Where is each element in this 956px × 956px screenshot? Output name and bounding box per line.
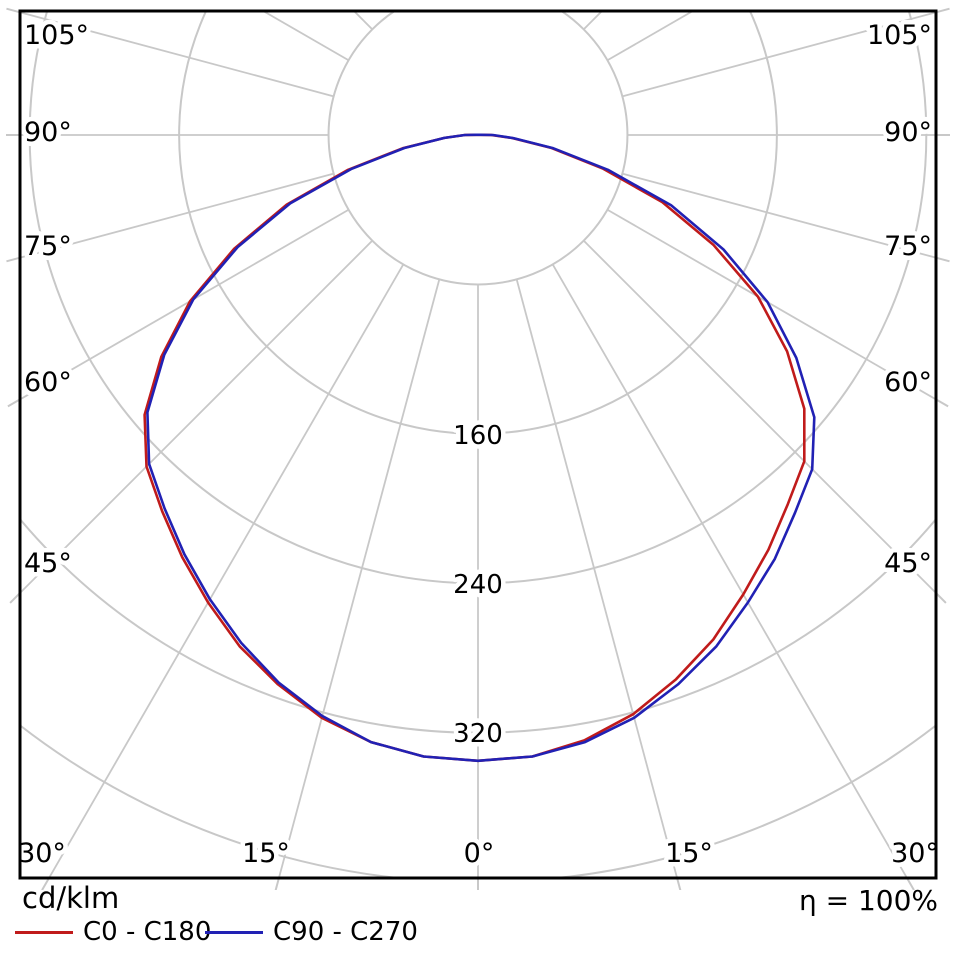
grid-ray-15 (515, 279, 679, 878)
ring-label-320: 320 (453, 719, 503, 749)
grid-ray--150 (0, 0, 403, 6)
efficiency-label: η = 100% (798, 884, 938, 917)
border-tick--60 (7, 398, 21, 408)
polar-grid (0, 0, 956, 878)
grid-ray--45 (20, 240, 373, 595)
grid-ray-30 (551, 263, 909, 878)
grid-ray--30 (47, 263, 405, 878)
grid-ray-75 (622, 172, 936, 259)
border-tick--30 (41, 877, 50, 891)
ring-label-240: 240 (453, 570, 503, 600)
border-tick-60 (935, 398, 949, 408)
grid-ray--75 (20, 172, 334, 259)
angle-label-right-60°: 60° (884, 367, 932, 398)
legend-label-c90-c270: C90 - C270 (273, 917, 418, 947)
polar-plot-area: 105° 90° 75° 60° 45° 105° 90° 75° 60° 45° 30° 15° 0°… (0, 0, 956, 892)
polar-chart-svg: 105° 90° 75° 60° 45° 105° 90° 75° 60° 45° 30° 15° 0°… (0, 0, 956, 892)
c90-c270-line-swatch (205, 930, 263, 934)
grid-ray-45 (583, 240, 936, 595)
angle-label-left-60°: 60° (24, 367, 72, 398)
grid-ray--105 (20, 11, 334, 98)
grid-ray--60 (20, 208, 350, 401)
angle-label-right-90°: 90° (884, 117, 932, 148)
curve-c90-c270 (146, 133, 816, 763)
plot-border (18, 9, 938, 880)
angle-label-right-105°: 105° (867, 20, 932, 51)
unit-label: cd/klm (22, 881, 120, 915)
legend: C0 - C180 C90 - C270 (0, 918, 956, 950)
border-tick--75 (6, 256, 21, 263)
border-tick-105 (935, 7, 950, 14)
angle-label-left-45°: 45° (24, 548, 72, 579)
angle-label-left-105°: 105° (24, 20, 89, 51)
grid-ray-105 (622, 11, 936, 98)
legend-label-c0-c180: C0 - C180 (83, 917, 212, 947)
angle-label-bottom-1: 15° (242, 838, 290, 869)
border-tick-30 (906, 877, 915, 891)
grid-ray--15 (277, 279, 441, 878)
border-tick-75 (935, 256, 950, 263)
border-tick--45 (9, 592, 21, 604)
border-tick--15 (274, 877, 280, 892)
angle-label-right-75°: 75° (884, 231, 932, 262)
border-tick-15 (676, 877, 682, 892)
angle-label-left-75°: 75° (24, 231, 72, 262)
angle-label-left-90°: 90° (24, 117, 72, 148)
grid-ray-150 (553, 0, 956, 6)
angle-label-bottom-0: 30° (18, 838, 66, 869)
angle-label-bottom-3: 15° (665, 838, 713, 869)
ring-label-160: 160 (453, 421, 503, 451)
grid-circle-80 (327, 11, 629, 286)
border-tick-45 (935, 592, 947, 604)
angle-label-bottom-2: 0° (464, 838, 495, 869)
legend-item-c90-c270: C90 - C270 (205, 918, 418, 946)
angle-label-bottom-4: 30° (891, 838, 939, 869)
legend-item-c0-c180: C0 - C180 (15, 918, 211, 946)
angle-label-right-45°: 45° (884, 548, 932, 579)
border-tick--105 (6, 7, 21, 14)
grid-ray-60 (606, 208, 936, 401)
c0-c180-line-swatch (15, 930, 73, 934)
